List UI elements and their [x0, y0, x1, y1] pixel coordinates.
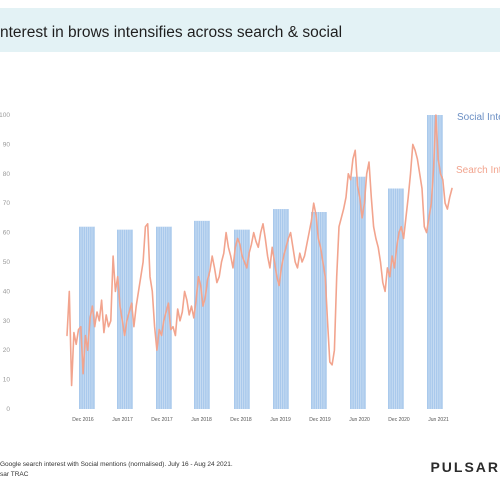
- y-tick-label: 70: [3, 200, 11, 207]
- chart-title: nterest in brows intensifies across sear…: [0, 24, 343, 41]
- x-tick-label: Jun 2018: [191, 417, 212, 423]
- y-tick-label: 10: [3, 377, 11, 384]
- x-tick-label: Jun 2017: [112, 417, 133, 423]
- y-tick-label: 90: [3, 141, 11, 148]
- x-tick-label: Dec 2019: [309, 417, 331, 423]
- social-bar: [427, 115, 443, 409]
- x-tick-label: Jun 2021: [428, 417, 449, 423]
- footnote-line-2: sar TRAC: [0, 471, 29, 478]
- social-bar: [273, 209, 289, 409]
- title-banner: [0, 8, 500, 52]
- x-tick-label: Dec 2016: [72, 417, 94, 423]
- legend-social-label: Social Intere: [457, 112, 500, 123]
- y-tick-label: 100: [0, 112, 10, 119]
- y-tick-label: 30: [3, 318, 11, 325]
- x-tick-label: Dec 2020: [388, 417, 410, 423]
- social-bar: [117, 229, 133, 409]
- y-tick-label: 40: [3, 288, 11, 295]
- x-tick-label: Dec 2017: [151, 417, 173, 423]
- y-tick-label: 60: [3, 230, 11, 237]
- y-tick-label: 80: [3, 171, 11, 178]
- brand-logo-text: PULSAR: [430, 459, 500, 475]
- search-interest-line: [66, 114, 453, 387]
- footnote-line-1: Google search interest with Social menti…: [0, 461, 233, 468]
- social-bar: [194, 220, 210, 409]
- y-axis: 0 10 20 30 40 50 60 70 80 90 100: [0, 112, 10, 413]
- social-bar: [79, 226, 95, 409]
- y-tick-label: 0: [6, 406, 10, 413]
- legend-search-label: Search Int: [456, 165, 500, 176]
- x-tick-label: Jun 2019: [270, 417, 291, 423]
- search-line: [66, 114, 453, 387]
- x-axis: Dec 2016 Jun 2017 Dec 2017 Jun 2018 Dec 2018…: [72, 417, 449, 423]
- y-tick-label: 20: [3, 347, 11, 354]
- y-tick-label: 50: [3, 259, 11, 266]
- social-bars: [79, 115, 443, 409]
- x-tick-label: Jun 2020: [349, 417, 370, 423]
- x-tick-label: Dec 2018: [230, 417, 252, 423]
- social-bar: [388, 188, 404, 409]
